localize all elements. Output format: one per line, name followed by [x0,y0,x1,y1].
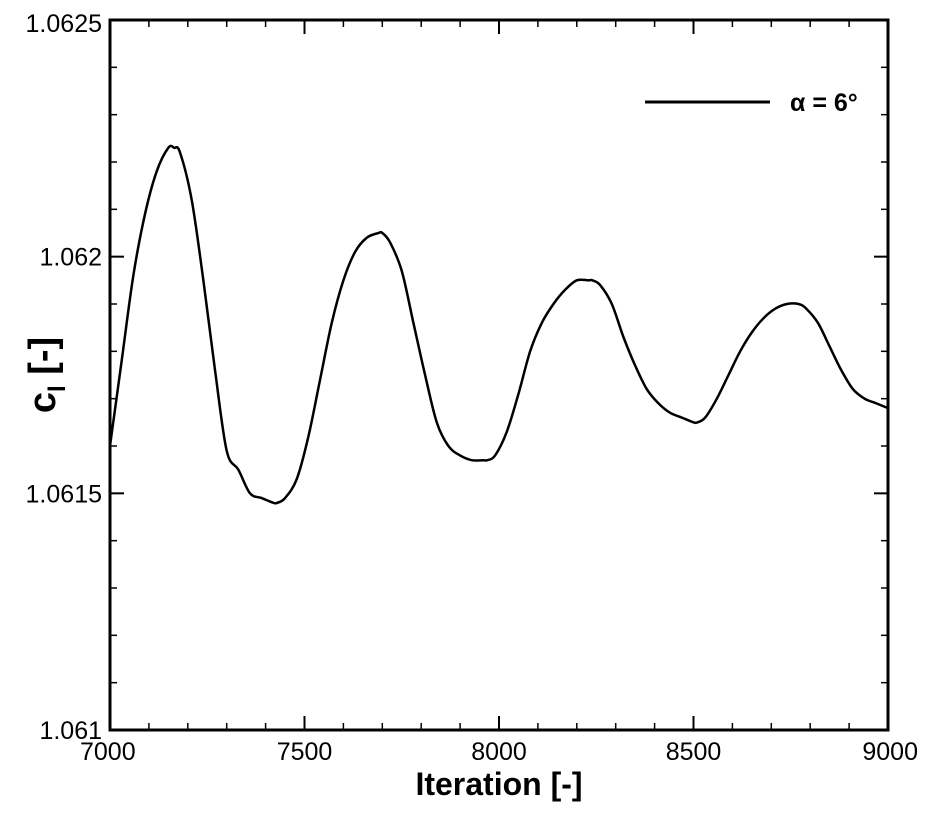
x-tick-label: 9000 [862,738,918,766]
legend-label: α = 6° [790,89,858,117]
svg-text:cl [-]: cl [-] [22,337,71,413]
y-tick-label: 1.062 [39,244,102,272]
series-line [108,144,890,505]
x-tick-labels: 7000 7500 8000 8500 9000 [80,738,918,766]
x-axis-title: Iteration [-] [415,766,582,802]
y-tick-label: 1.061 [39,717,102,745]
y-axis-title-suffix: [-] [22,337,64,386]
plot-frame [108,18,890,732]
legend: α = 6° [645,89,858,117]
x-tick-label: 7500 [277,738,333,766]
y-tick-label: 1.0625 [26,10,102,38]
minor-ticks [109,19,889,731]
major-ticks [109,19,889,731]
y-axis-title-main: c [22,392,64,413]
y-axis-title: cl [-] [22,337,71,413]
x-tick-label: 7000 [80,738,136,766]
y-tick-labels: 1.061 1.0615 1.062 1.0625 [26,10,102,745]
y-axis-title-subscript: l [44,385,71,392]
x-tick-label: 8500 [666,738,722,766]
x-tick-label: 8000 [471,738,527,766]
y-tick-label: 1.0615 [26,480,102,508]
